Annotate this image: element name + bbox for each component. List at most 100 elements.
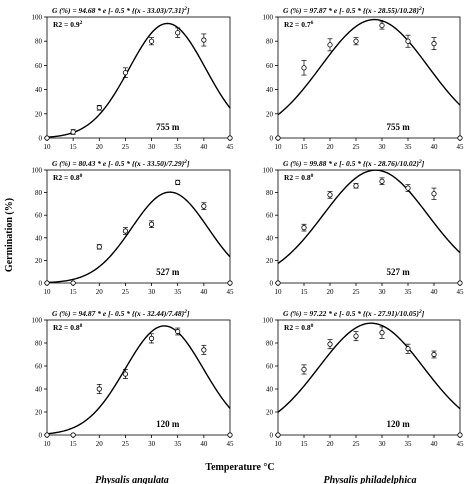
x-tick-label: 20 [327,440,335,448]
y-tick-label: 100 [32,317,43,325]
fitted-curve [277,169,461,265]
x-tick-label: 25 [353,440,361,448]
y-tick-label: 0 [39,432,43,440]
data-point [457,135,463,141]
altitude-label: 755 m [386,122,410,132]
y-tick-label: 80 [266,38,274,46]
x-tick-label: 25 [122,288,130,296]
y-tick-label: 60 [35,212,43,220]
data-point [405,38,411,44]
equation-label: G (%) = 97.22 * e [- 0.5 * {(x - 27.91)/… [283,309,425,318]
y-tick-label: 0 [270,432,274,440]
data-point [405,185,411,191]
y-tick-label: 60 [266,212,274,220]
species-label-left: Physalis angulata [95,475,169,484]
fitted-curve [46,325,231,435]
equation-label: G (%) = 94.68 * e [- 0.5 * {(x - 33.03)/… [52,6,190,15]
data-point [379,330,385,336]
data-point [379,178,385,184]
chart-panel-5: 0 20 40 60 80 100 10 15 20 25 30 35 40 45 G (%) = 94.8… [32,309,235,448]
x-tick-label: 10 [275,143,283,151]
y-tick-label: 40 [266,386,274,394]
y-tick-label: 0 [39,135,43,143]
y-tick-label: 20 [35,409,43,417]
x-tick-label: 10 [44,440,52,448]
plot-frame [277,16,461,139]
data-point [275,432,281,438]
x-tick-label: 30 [148,440,156,448]
y-tick-label: 0 [270,135,274,143]
x-tick-label: 15 [301,440,309,448]
y-tick-label: 20 [266,409,274,417]
r-squared-label: R2 = 0.76 [284,20,314,29]
y-tick-label: 0 [39,280,43,288]
y-tick-label: 100 [263,317,274,325]
x-tick-label: 20 [327,288,335,296]
x-tick-label: 10 [44,143,52,151]
r-squared-label: R2 = 0.80 [53,173,83,182]
chart-panel-2: 0 20 40 60 80 100 10 15 20 25 30 35 40 45 G (%) = 97.8… [263,6,465,151]
data-point [301,65,307,71]
x-tick-label: 35 [405,440,413,448]
data-point [457,280,463,286]
x-tick-label: 20 [327,143,335,151]
data-point [70,280,76,286]
data-point [175,179,181,186]
x-tick-label: 30 [379,143,387,151]
x-tick-label: 25 [353,288,361,296]
plot-frame [46,169,231,284]
x-tick-label: 10 [275,288,283,296]
y-tick-label: 40 [266,234,274,242]
data-point [96,244,102,250]
x-tick-label: 20 [96,288,104,296]
r-squared-label: R2 = 0.88 [53,323,83,332]
data-point [353,183,359,189]
x-tick-label: 30 [148,288,156,296]
y-tick-label: 80 [266,189,274,197]
x-tick-label: 40 [200,288,208,296]
data-point [122,371,129,377]
x-tick-label: 25 [122,440,130,448]
x-tick-label: 45 [457,143,465,151]
x-tick-label: 35 [174,143,182,151]
r-squared-label: R2 = 0.80 [284,323,314,332]
x-tick-label: 45 [227,143,235,151]
data-point [379,22,385,29]
data-point [227,280,233,286]
y-tick-label: 60 [35,363,43,371]
x-tick-label: 15 [70,440,78,448]
r-squared-label: R2 = 0.80 [284,173,314,182]
x-tick-label: 15 [70,288,78,296]
y-tick-label: 80 [35,189,43,197]
data-point [175,328,181,335]
data-point [353,333,359,339]
x-tick-label: 30 [379,440,387,448]
altitude-label: 120 m [156,419,180,429]
x-tick-label: 45 [457,440,465,448]
y-tick-label: 60 [266,62,274,70]
data-point [301,225,307,231]
data-point [227,432,233,438]
x-tick-label: 35 [174,288,182,296]
species-label-right: Physalis philadelphica [323,475,416,484]
y-tick-label: 0 [270,280,274,288]
data-point [431,191,437,197]
x-tick-label: 35 [174,440,182,448]
chart-panel-3: 0 20 40 60 80 100 10 15 20 25 30 35 40 45 G (%) = 80.4… [32,159,235,296]
data-point [301,366,307,373]
y-tick-label: 40 [35,86,43,94]
data-point [431,41,437,47]
x-tick-label: 10 [275,440,283,448]
data-point [44,432,50,438]
plot-frame [277,169,461,284]
data-point [457,432,463,438]
plot-frame [46,16,231,139]
x-tick-label: 25 [353,143,361,151]
altitude-label: 527 m [156,267,180,277]
y-tick-label: 40 [35,386,43,394]
y-tick-label: 60 [35,62,43,70]
equation-label: G (%) = 99.88 * e [- 0.5 * {(x - 28.76)/… [283,159,425,168]
altitude-label: 755 m [156,122,180,132]
x-tick-label: 30 [148,143,156,151]
y-axis-title: Germination (%) [4,198,15,272]
